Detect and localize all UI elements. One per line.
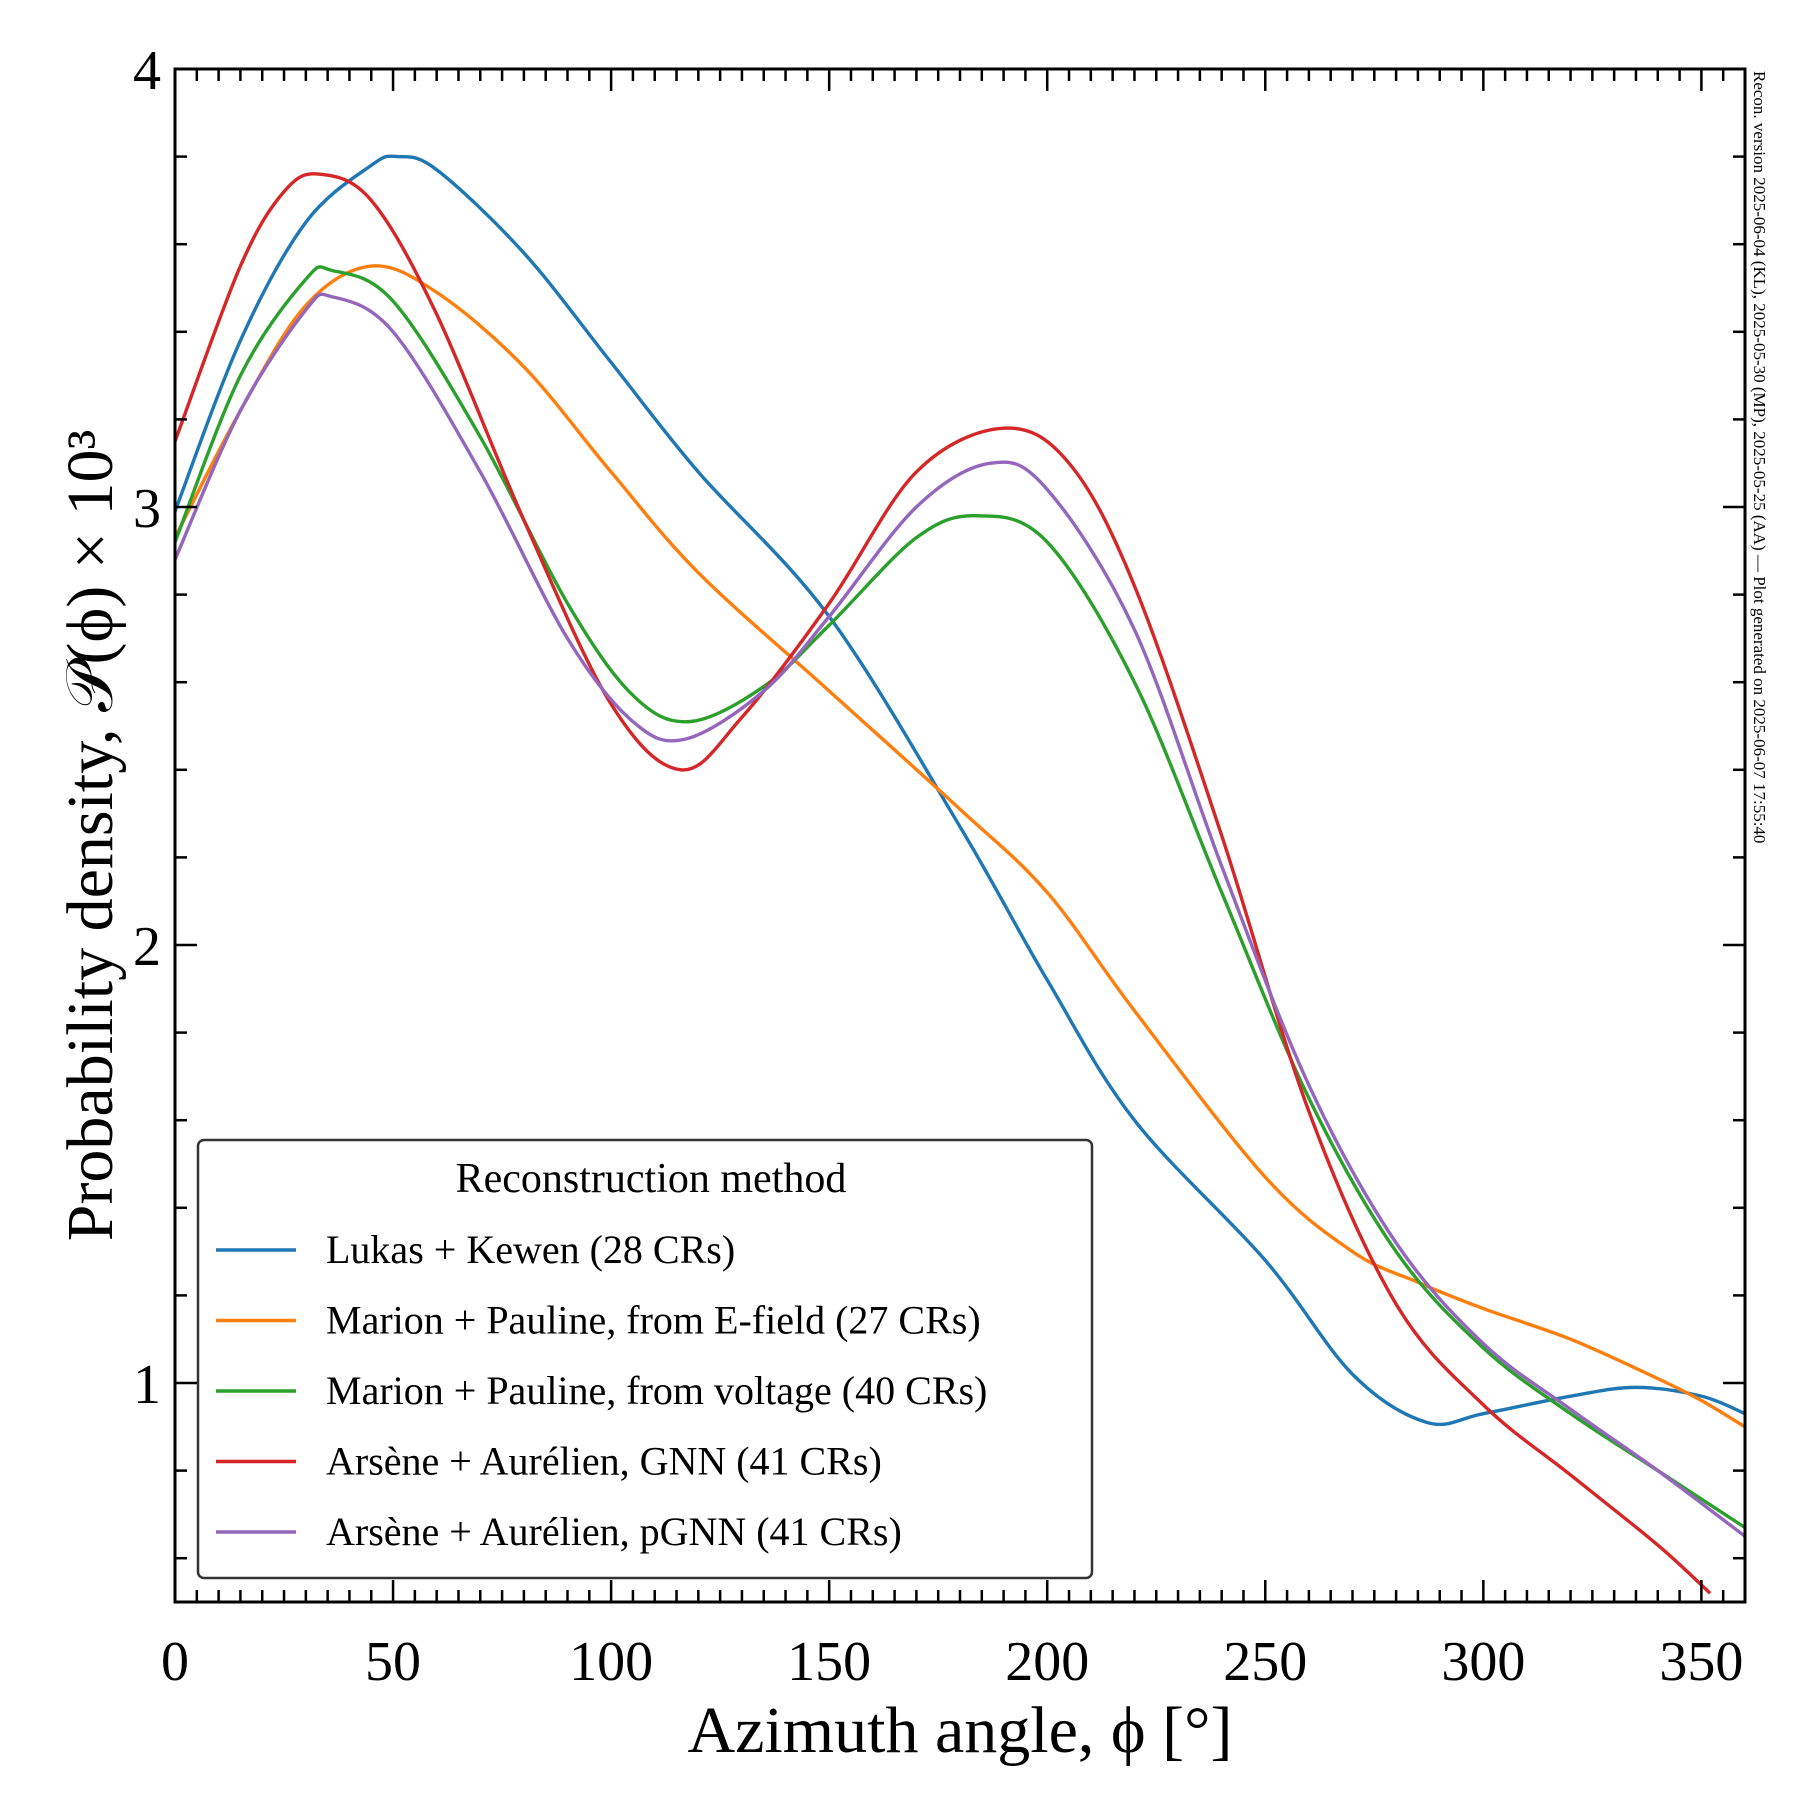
x-tick-label: 100 bbox=[569, 1631, 653, 1693]
legend-label: Marion + Pauline, from E-field (27 CRs) bbox=[326, 1298, 981, 1343]
legend-title: Reconstruction method bbox=[456, 1156, 847, 1202]
x-axis-title: Azimuth angle, ϕ [°] bbox=[688, 1694, 1233, 1767]
tick-labels: 0 50 100 150 200 250 300 350 1 2 3 4 bbox=[133, 40, 1743, 1693]
legend-label: Marion + Pauline, from voltage (40 CRs) bbox=[326, 1368, 987, 1413]
x-tick-label: 200 bbox=[1005, 1631, 1089, 1693]
y-tick-label: 2 bbox=[133, 916, 161, 978]
legend-label: Arsène + Aurélien, pGNN (41 CRs) bbox=[326, 1509, 902, 1554]
y-axis-title: Probability density, 𝒫(ϕ) × 10³ bbox=[54, 430, 127, 1242]
legend-entry: Arsène + Aurélien, GNN (41 CRs) bbox=[216, 1439, 882, 1484]
legend: Reconstruction method Lukas + Kewen (28 … bbox=[196, 1138, 1094, 1580]
x-tick-label: 50 bbox=[365, 1631, 421, 1693]
y-tick-label: 3 bbox=[133, 478, 161, 540]
x-tick-label: 300 bbox=[1441, 1631, 1525, 1693]
series-layer bbox=[175, 154, 1745, 1595]
x-tick-label: 250 bbox=[1223, 1631, 1307, 1693]
series-line-4 bbox=[175, 172, 1712, 1595]
x-tick-label: 0 bbox=[161, 1631, 189, 1693]
legend-label: Lukas + Kewen (28 CRs) bbox=[326, 1227, 735, 1272]
legend-label: Arsène + Aurélien, GNN (41 CRs) bbox=[326, 1439, 882, 1484]
series-line-5 bbox=[175, 292, 1745, 1538]
plot-frame bbox=[173, 67, 1747, 1604]
x-tick-label: 350 bbox=[1659, 1631, 1743, 1693]
ticks-layer bbox=[173, 67, 1747, 1602]
series-line-3 bbox=[175, 265, 1745, 1529]
legend-entry: Marion + Pauline, from E-field (27 CRs) bbox=[216, 1298, 981, 1343]
legend-entry: Lukas + Kewen (28 CRs) bbox=[216, 1227, 735, 1272]
series-line-2 bbox=[175, 264, 1745, 1429]
legend-box bbox=[196, 1138, 1094, 1580]
x-tick-label: 150 bbox=[787, 1631, 871, 1693]
legend-entry: Marion + Pauline, from voltage (40 CRs) bbox=[216, 1368, 987, 1413]
series-line-1 bbox=[175, 154, 1745, 1427]
y-tick-label: 1 bbox=[133, 1354, 161, 1416]
legend-entry: Arsène + Aurélien, pGNN (41 CRs) bbox=[216, 1509, 902, 1554]
legend-entries: Lukas + Kewen (28 CRs) Marion + Pauline, … bbox=[216, 1227, 987, 1554]
y-tick-label: 4 bbox=[133, 40, 161, 102]
side-annotation: Recon. version 2025-06-04 (KL), 2025-05-… bbox=[1750, 71, 1769, 843]
